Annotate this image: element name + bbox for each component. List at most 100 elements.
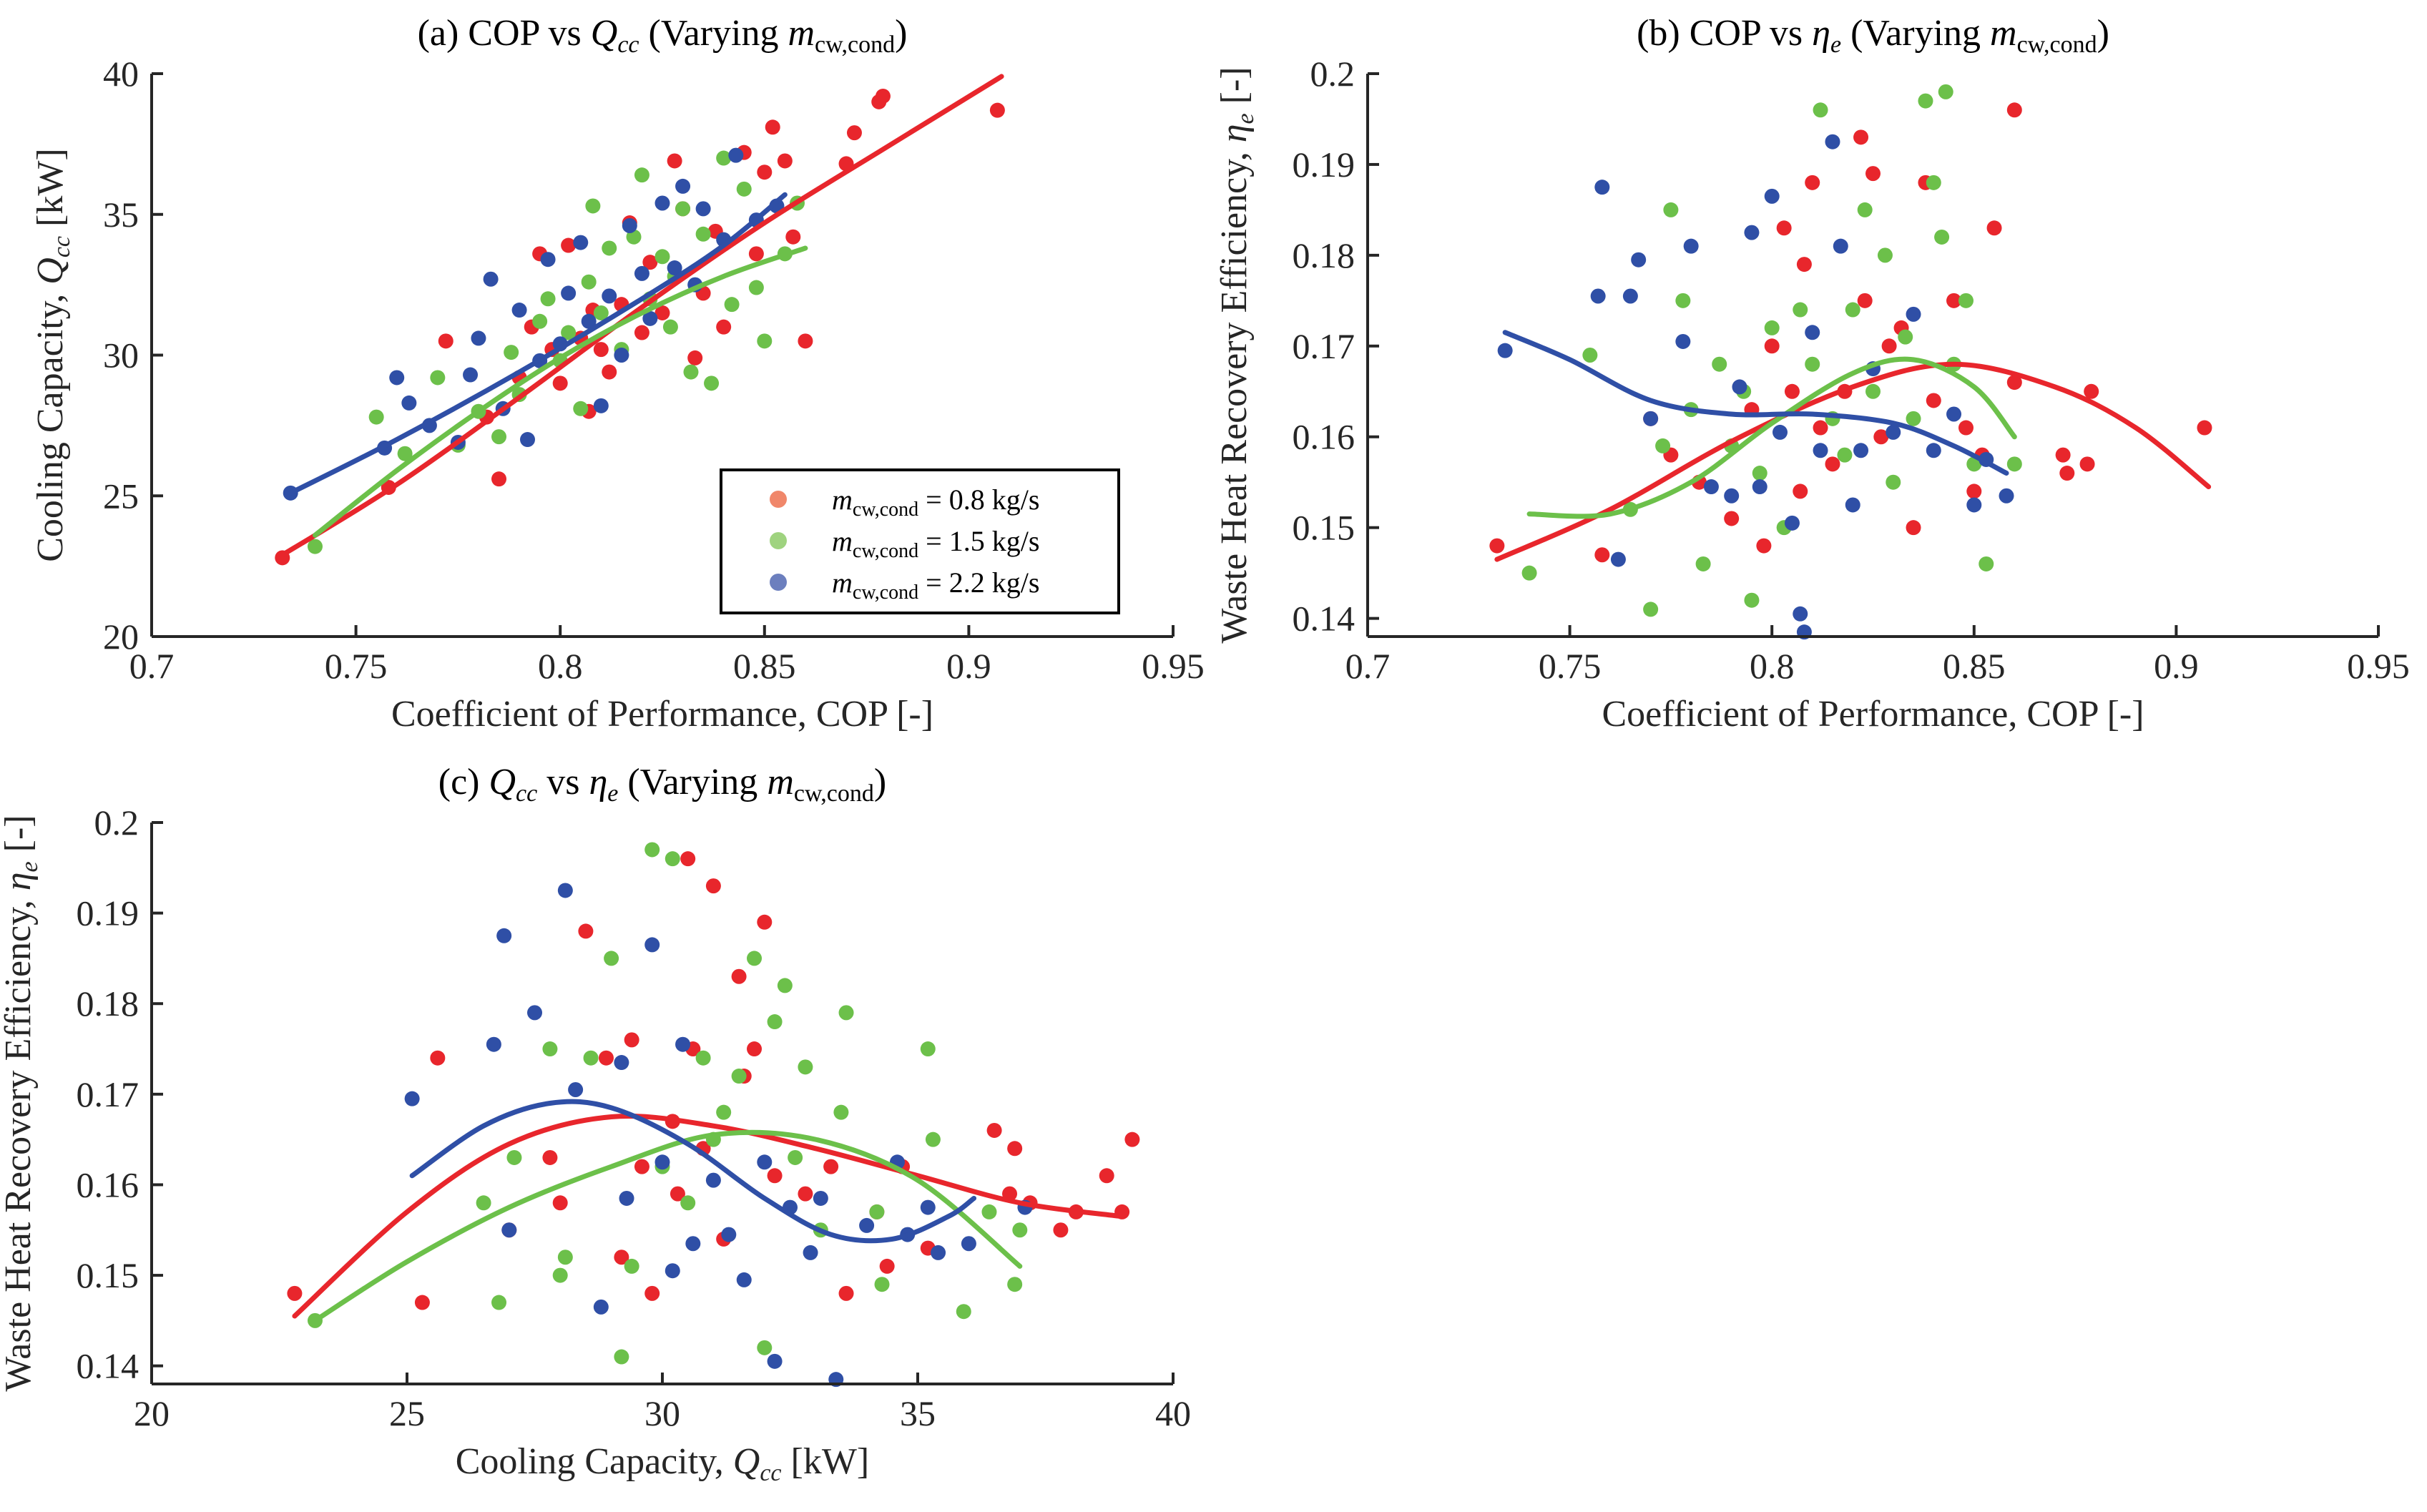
data-point-green [777, 978, 793, 993]
data-point-red [667, 153, 682, 169]
x-axis-label: Cooling Capacity, Qcc [kW] [456, 1441, 870, 1486]
data-point-red [287, 1285, 303, 1301]
y-tick-label: 0.14 [77, 1346, 139, 1386]
y-tick-label: 0.18 [1293, 235, 1355, 275]
data-point-blue [593, 398, 609, 413]
data-point-green [1877, 247, 1893, 263]
data-point-red [614, 1250, 629, 1265]
x-tick-label: 0.75 [325, 646, 388, 686]
data-point-red [624, 1032, 639, 1048]
data-point-red [1906, 520, 1921, 536]
y-tick-label: 0.14 [1293, 599, 1355, 639]
x-tick-label: 0.7 [1345, 646, 1391, 686]
data-point-blue [1752, 479, 1767, 495]
data-point-red [2084, 383, 2099, 399]
chart-a: 0.7 0.75 0.8 0.85 0.9 0.95 20 25 30 35 40 (a) COP v… [30, 13, 1205, 735]
data-point-blue [961, 1236, 976, 1252]
data-point-green [757, 1340, 773, 1355]
data-point-blue [1825, 134, 1840, 149]
data-point-blue [1845, 497, 1860, 513]
data-point-blue [511, 303, 527, 318]
data-point-blue [1773, 424, 1788, 440]
data-point-blue [496, 928, 512, 943]
data-point-green [593, 305, 609, 320]
data-point-green [1906, 411, 1921, 426]
data-point-red [687, 350, 703, 365]
data-point-green [644, 842, 660, 858]
data-point-green [1857, 202, 1873, 217]
data-point-blue [1622, 288, 1638, 304]
data-point-red [1793, 483, 1808, 499]
data-point-green [1643, 602, 1659, 617]
data-point-red [1007, 1141, 1023, 1157]
data-point-green [747, 951, 763, 966]
data-point-blue [721, 1227, 737, 1242]
data-point-blue [803, 1245, 818, 1260]
data-point-red [1865, 166, 1881, 182]
data-point-blue [614, 348, 629, 363]
data-point-green [602, 240, 617, 256]
legend-marker-green [770, 532, 787, 549]
data-point-green [665, 851, 680, 867]
chart-c: 20 25 30 35 40 0.14 0.15 0.16 0.17 0.18 0.19 0.2 (c)… [0, 762, 1191, 1486]
data-point-green [614, 1349, 629, 1365]
x-tick-label: 30 [644, 1393, 680, 1433]
data-point-red [785, 229, 801, 245]
data-point-red [1881, 338, 1897, 354]
data-point-red [1966, 483, 1982, 499]
data-point-blue [813, 1190, 828, 1206]
fit-curve-green [1526, 356, 2017, 519]
data-point-red [1796, 257, 1812, 273]
x-tick-label: 25 [389, 1393, 425, 1433]
data-point-green [1813, 102, 1828, 118]
data-point-blue [695, 201, 711, 217]
data-point-green [833, 1104, 849, 1120]
data-point-blue [1724, 488, 1740, 504]
legend-marker-red [770, 491, 787, 508]
data-point-blue [1999, 488, 2014, 504]
data-point-red [1053, 1222, 1069, 1238]
data-point-green [981, 1204, 997, 1219]
data-point-red [1813, 420, 1828, 436]
fit-curve-red [292, 1113, 1125, 1319]
data-point-blue [634, 265, 649, 281]
data-point-blue [389, 370, 405, 386]
y-tick-label: 0.15 [1293, 508, 1355, 548]
x-axis-label: Coefficient of Performance, COP [-] [391, 694, 933, 735]
data-point-blue [1703, 479, 1719, 495]
y-tick-label: 20 [103, 617, 139, 657]
data-point-red [2006, 375, 2022, 391]
data-point-red [989, 102, 1005, 118]
data-point-blue [540, 252, 556, 267]
data-point-red [1958, 420, 1974, 436]
data-point-green [368, 409, 384, 425]
data-point-blue [1853, 443, 1869, 458]
data-point-green [1712, 356, 1727, 372]
data-point-blue [520, 432, 536, 448]
data-point-green [704, 375, 720, 391]
data-point-blue [404, 1091, 420, 1106]
data-point-green [757, 333, 773, 349]
data-point-green [1898, 329, 1913, 345]
data-point-green [956, 1304, 971, 1320]
fit-curve-blue [1502, 330, 2009, 476]
data-point-green [1764, 320, 1780, 335]
data-point-red [777, 153, 793, 169]
chart-title: (b) COP vs ηe (Varying mcw,cond) [1637, 13, 2109, 58]
y-axis-label: Cooling Capacity, Qcc [kW] [30, 148, 75, 562]
data-point-blue [561, 285, 577, 301]
data-point-red [670, 1186, 685, 1202]
data-point-red [642, 255, 658, 270]
data-point-red [1784, 383, 1800, 399]
data-point-blue [767, 1353, 783, 1369]
data-point-green [532, 313, 548, 329]
data-point-blue [1683, 238, 1699, 254]
y-axis-label: Waste Heat Recovery Efficiency, ηe [-] [1214, 67, 1259, 643]
data-point-green [583, 1050, 599, 1066]
data-point-red [602, 364, 617, 380]
data-point-green [1007, 1277, 1023, 1292]
data-point-red [765, 119, 780, 135]
data-point-red [879, 1258, 895, 1274]
data-point-red [1825, 456, 1840, 472]
